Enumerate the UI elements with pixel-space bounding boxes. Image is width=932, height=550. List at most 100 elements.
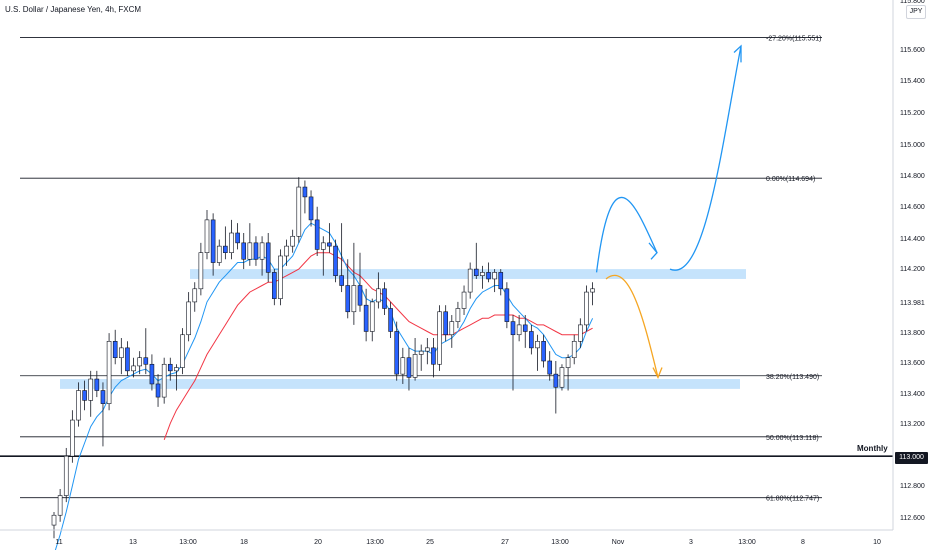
price-tick-label: 113.800 bbox=[900, 330, 925, 337]
candle-body bbox=[443, 311, 448, 336]
time-tick-label: 10 bbox=[873, 539, 881, 546]
candle-body bbox=[412, 354, 418, 378]
candle-body bbox=[363, 304, 369, 332]
candle-body bbox=[339, 275, 344, 286]
candle-body bbox=[590, 288, 595, 293]
candle-body bbox=[253, 242, 259, 260]
candle-body bbox=[278, 255, 283, 299]
candle-body bbox=[461, 291, 467, 309]
candle-body bbox=[106, 341, 112, 404]
candle-body bbox=[492, 272, 497, 280]
candle-body bbox=[76, 390, 81, 421]
price-tick-label: 113.600 bbox=[900, 360, 925, 367]
candle-body bbox=[284, 245, 289, 257]
price-tick-label: 115.600 bbox=[900, 47, 925, 54]
price-tick-label: 114.600 bbox=[900, 204, 925, 211]
time-tick-label: 20 bbox=[314, 539, 322, 546]
arrow-up-path-2 bbox=[669, 45, 742, 271]
time-tick-label: 13:00 bbox=[551, 539, 569, 546]
time-tick-label: 13:00 bbox=[738, 539, 756, 546]
candle-body bbox=[198, 252, 204, 290]
time-tick-label: 13:00 bbox=[179, 539, 197, 546]
candle-body bbox=[247, 242, 253, 260]
price-tick-label: 113.981 bbox=[900, 300, 925, 307]
candle-body bbox=[265, 242, 271, 273]
candle-body bbox=[229, 232, 234, 253]
candle-body bbox=[94, 378, 100, 391]
candle-body bbox=[161, 363, 167, 398]
projection-arrows-layer bbox=[595, 44, 742, 379]
candle-body bbox=[431, 347, 436, 365]
time-tick-label: 11 bbox=[55, 539, 62, 546]
fib-label: 50.00%(113.118) bbox=[766, 435, 819, 442]
arrow-up-head-1 bbox=[648, 242, 658, 260]
candle-body bbox=[559, 367, 565, 388]
candle-body bbox=[241, 242, 247, 260]
arrow-down-path bbox=[605, 274, 659, 378]
price-tick-label: 115.400 bbox=[900, 78, 925, 85]
price-tick-label: 114.400 bbox=[900, 236, 925, 243]
candle-body bbox=[125, 347, 130, 372]
price-tick-label: 114.800 bbox=[900, 173, 925, 180]
candle-body bbox=[504, 288, 510, 322]
candle-body bbox=[174, 367, 179, 372]
fib-levels-layer: -27.20%(115.551) 0.00%(114.694) 38.20%(113… bbox=[0, 36, 893, 503]
fib-label: 0.00%(114.694) bbox=[766, 176, 815, 183]
arrow-up-head-2 bbox=[733, 44, 742, 63]
price-tick-label: 113.200 bbox=[900, 421, 925, 428]
fib-label: 38.20%(113.490) bbox=[766, 374, 819, 381]
price-tick-label: 115.000 bbox=[900, 142, 925, 149]
candle-body bbox=[82, 390, 87, 401]
candle-body bbox=[529, 331, 534, 349]
price-tick-label: 113.400 bbox=[900, 391, 925, 398]
currency-badge[interactable]: JPY bbox=[906, 5, 926, 19]
candle-body bbox=[425, 347, 430, 352]
candle-body bbox=[333, 245, 338, 276]
price-tick-label: 115.200 bbox=[900, 110, 925, 117]
time-tick-label: 13 bbox=[129, 539, 137, 546]
candle-body bbox=[204, 219, 210, 253]
candle-body bbox=[290, 235, 295, 247]
time-tick-label: 25 bbox=[426, 539, 434, 546]
candle-body bbox=[473, 268, 479, 276]
monthly-price-tag: 113.000 bbox=[895, 452, 928, 464]
candle-body bbox=[51, 514, 57, 526]
candle-body bbox=[376, 288, 381, 303]
candle-body bbox=[437, 311, 442, 365]
candle-body bbox=[467, 268, 473, 293]
candle-body bbox=[180, 334, 185, 368]
candle-body bbox=[272, 272, 277, 299]
candle-body bbox=[406, 357, 412, 378]
candle-body bbox=[541, 341, 546, 362]
candles-layer bbox=[51, 177, 595, 539]
candle-body bbox=[571, 341, 577, 359]
candle-body bbox=[510, 321, 516, 336]
candle-body bbox=[63, 455, 69, 496]
price-tick-label: 112.600 bbox=[900, 515, 925, 522]
time-tick-label: 8 bbox=[801, 539, 805, 546]
candle-body bbox=[137, 357, 142, 367]
candle-body bbox=[119, 347, 124, 359]
candle-body bbox=[131, 365, 136, 372]
arrow-up-path-1 bbox=[595, 196, 658, 273]
candle-body bbox=[535, 341, 540, 349]
candle-body bbox=[455, 308, 461, 322]
candle-body bbox=[143, 357, 149, 365]
time-tick-label: Nov bbox=[612, 539, 625, 546]
candle-body bbox=[320, 242, 326, 250]
candle-body bbox=[308, 196, 314, 221]
candle-body bbox=[155, 383, 161, 398]
sr-zone bbox=[60, 379, 740, 389]
time-tick-label: 3 bbox=[689, 539, 693, 546]
candle-body bbox=[57, 495, 63, 516]
candle-body bbox=[486, 272, 491, 280]
candle-body bbox=[382, 288, 387, 309]
candle-body bbox=[259, 242, 265, 260]
candle-body bbox=[216, 245, 222, 263]
candle-body bbox=[547, 360, 553, 375]
candle-body bbox=[210, 219, 216, 263]
candle-body bbox=[553, 373, 559, 388]
time-tick-label: 18 bbox=[240, 539, 248, 546]
candle-body bbox=[302, 186, 308, 198]
